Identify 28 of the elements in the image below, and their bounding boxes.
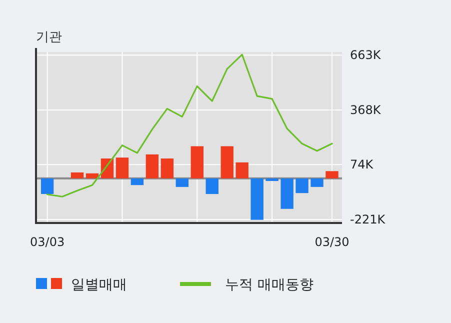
bar — [160, 158, 174, 178]
x-tick-label: 03/30 — [314, 235, 350, 249]
bar — [70, 172, 84, 178]
bar — [220, 146, 234, 178]
line-series — [46, 54, 333, 198]
bar — [130, 178, 144, 186]
bar — [190, 146, 204, 178]
bar — [116, 158, 129, 178]
bar — [326, 171, 338, 178]
bar — [250, 178, 264, 220]
bar — [86, 173, 99, 178]
y-tick-label: 368K — [350, 102, 382, 117]
bar — [146, 154, 159, 178]
bar — [236, 162, 248, 178]
y-tick-label: 663K — [350, 48, 382, 62]
x-tick-label: 03/03 — [30, 235, 65, 249]
legend-label: 일별매매 — [71, 277, 127, 293]
y-tick-label: 74K — [350, 158, 374, 172]
bar — [266, 178, 278, 181]
legend-label: 누적 매매동향 — [225, 277, 314, 293]
bar — [296, 178, 308, 194]
chart-title: 기관 — [36, 30, 62, 45]
bar — [40, 178, 54, 194]
bar — [280, 178, 294, 209]
bar — [206, 178, 218, 194]
y-tick-label: -221K — [350, 212, 386, 226]
bar — [176, 178, 189, 187]
bar — [310, 178, 324, 187]
